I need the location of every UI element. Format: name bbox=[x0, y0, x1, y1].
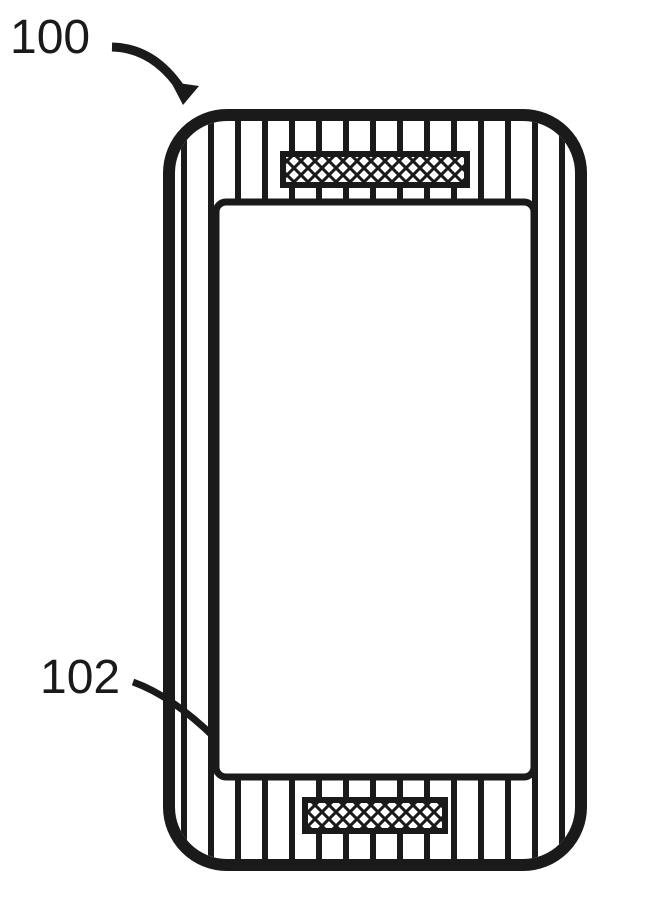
label-102: 102 bbox=[40, 650, 120, 705]
phone-body bbox=[0, 0, 671, 912]
